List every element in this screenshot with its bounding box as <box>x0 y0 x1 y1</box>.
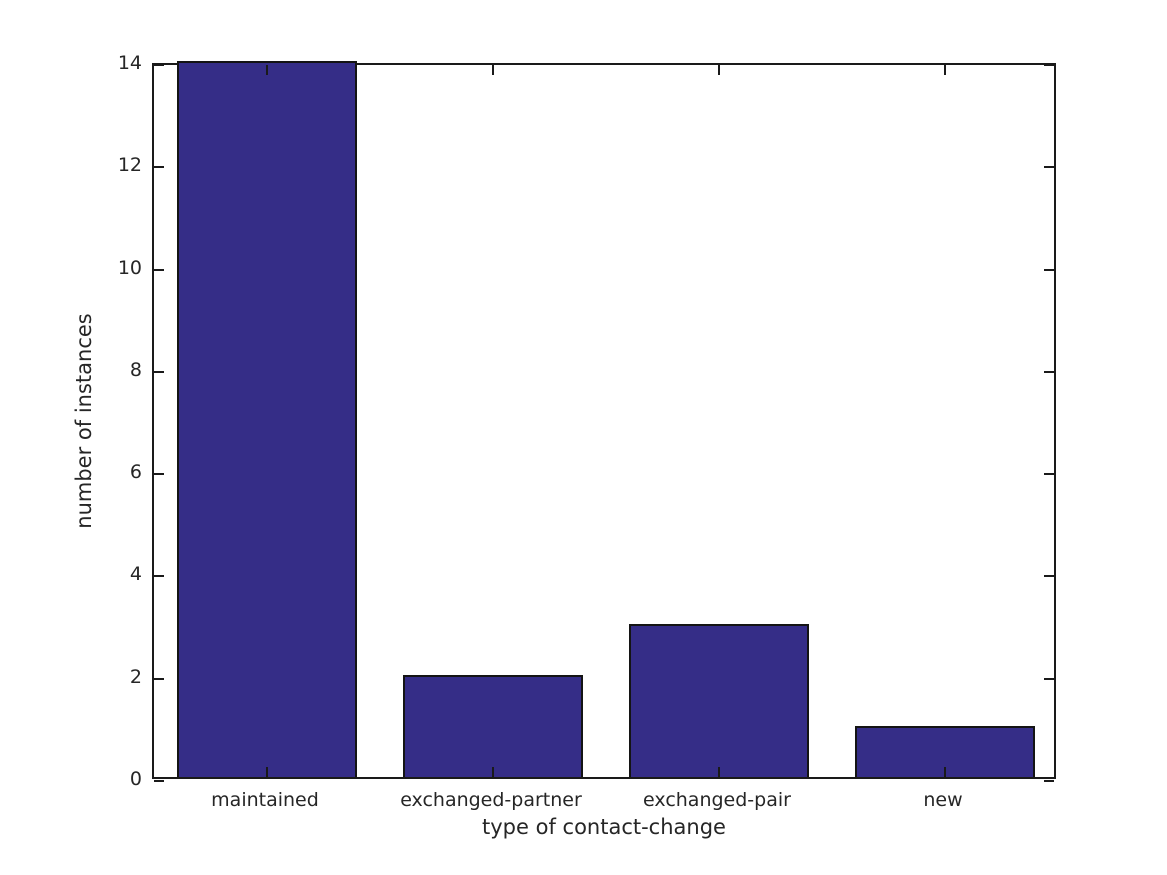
y-tick-right-6 <box>1044 473 1054 476</box>
x-tick-top-new <box>944 65 946 75</box>
y-tick-right-10 <box>1044 268 1054 271</box>
y-tick-label-4: 4 <box>129 563 142 586</box>
plot-area <box>152 61 1056 782</box>
y-tick-right-4 <box>1044 575 1054 578</box>
x-tick-label-exchanged-partner: exchanged-partner <box>400 789 582 811</box>
x-tick-bottom-maintained <box>266 767 268 777</box>
y-tick-label-14: 14 <box>117 52 142 74</box>
y-tick-label-2: 2 <box>129 665 142 688</box>
x-tick-top-exchanged-partner <box>492 65 494 75</box>
x-tick-top-maintained <box>266 65 268 75</box>
y-tick-label-8: 8 <box>129 358 142 381</box>
y-tick-left-2 <box>154 677 164 680</box>
y-tick-label-0: 0 <box>129 768 142 790</box>
y-tick-left-12 <box>154 166 164 169</box>
x-tick-bottom-new <box>944 767 946 777</box>
y-tick-left-4 <box>154 575 164 578</box>
y-tick-left-8 <box>154 370 164 373</box>
y-tick-right-12 <box>1044 166 1054 169</box>
x-tick-label-exchanged-pair: exchanged-pair <box>643 789 791 811</box>
y-tick-label-10: 10 <box>117 256 142 279</box>
x-tick-bottom-exchanged-pair <box>718 767 720 777</box>
y-tick-left-10 <box>154 268 164 271</box>
bar-exchanged-partner <box>402 674 584 777</box>
y-tick-left-0 <box>154 780 164 782</box>
x-tick-label-new: new <box>923 789 963 811</box>
y-tick-right-2 <box>1044 677 1054 680</box>
y-tick-right-8 <box>1044 370 1054 373</box>
y-tick-left-6 <box>154 473 164 476</box>
y-tick-right-0 <box>1044 780 1054 782</box>
bar-maintained <box>176 61 358 777</box>
y-tick-label-6: 6 <box>129 461 142 484</box>
x-tick-top-exchanged-pair <box>718 65 720 75</box>
x-tick-bottom-exchanged-partner <box>492 767 494 777</box>
bar-exchanged-pair <box>628 623 810 777</box>
x-tick-label-maintained: maintained <box>211 789 319 811</box>
y-tick-left-14 <box>154 64 164 66</box>
y-tick-right-14 <box>1044 64 1054 66</box>
y-axis-label: number of instances <box>72 313 96 529</box>
x-axis-label: type of contact-change <box>482 815 726 839</box>
y-tick-label-12: 12 <box>117 154 142 177</box>
